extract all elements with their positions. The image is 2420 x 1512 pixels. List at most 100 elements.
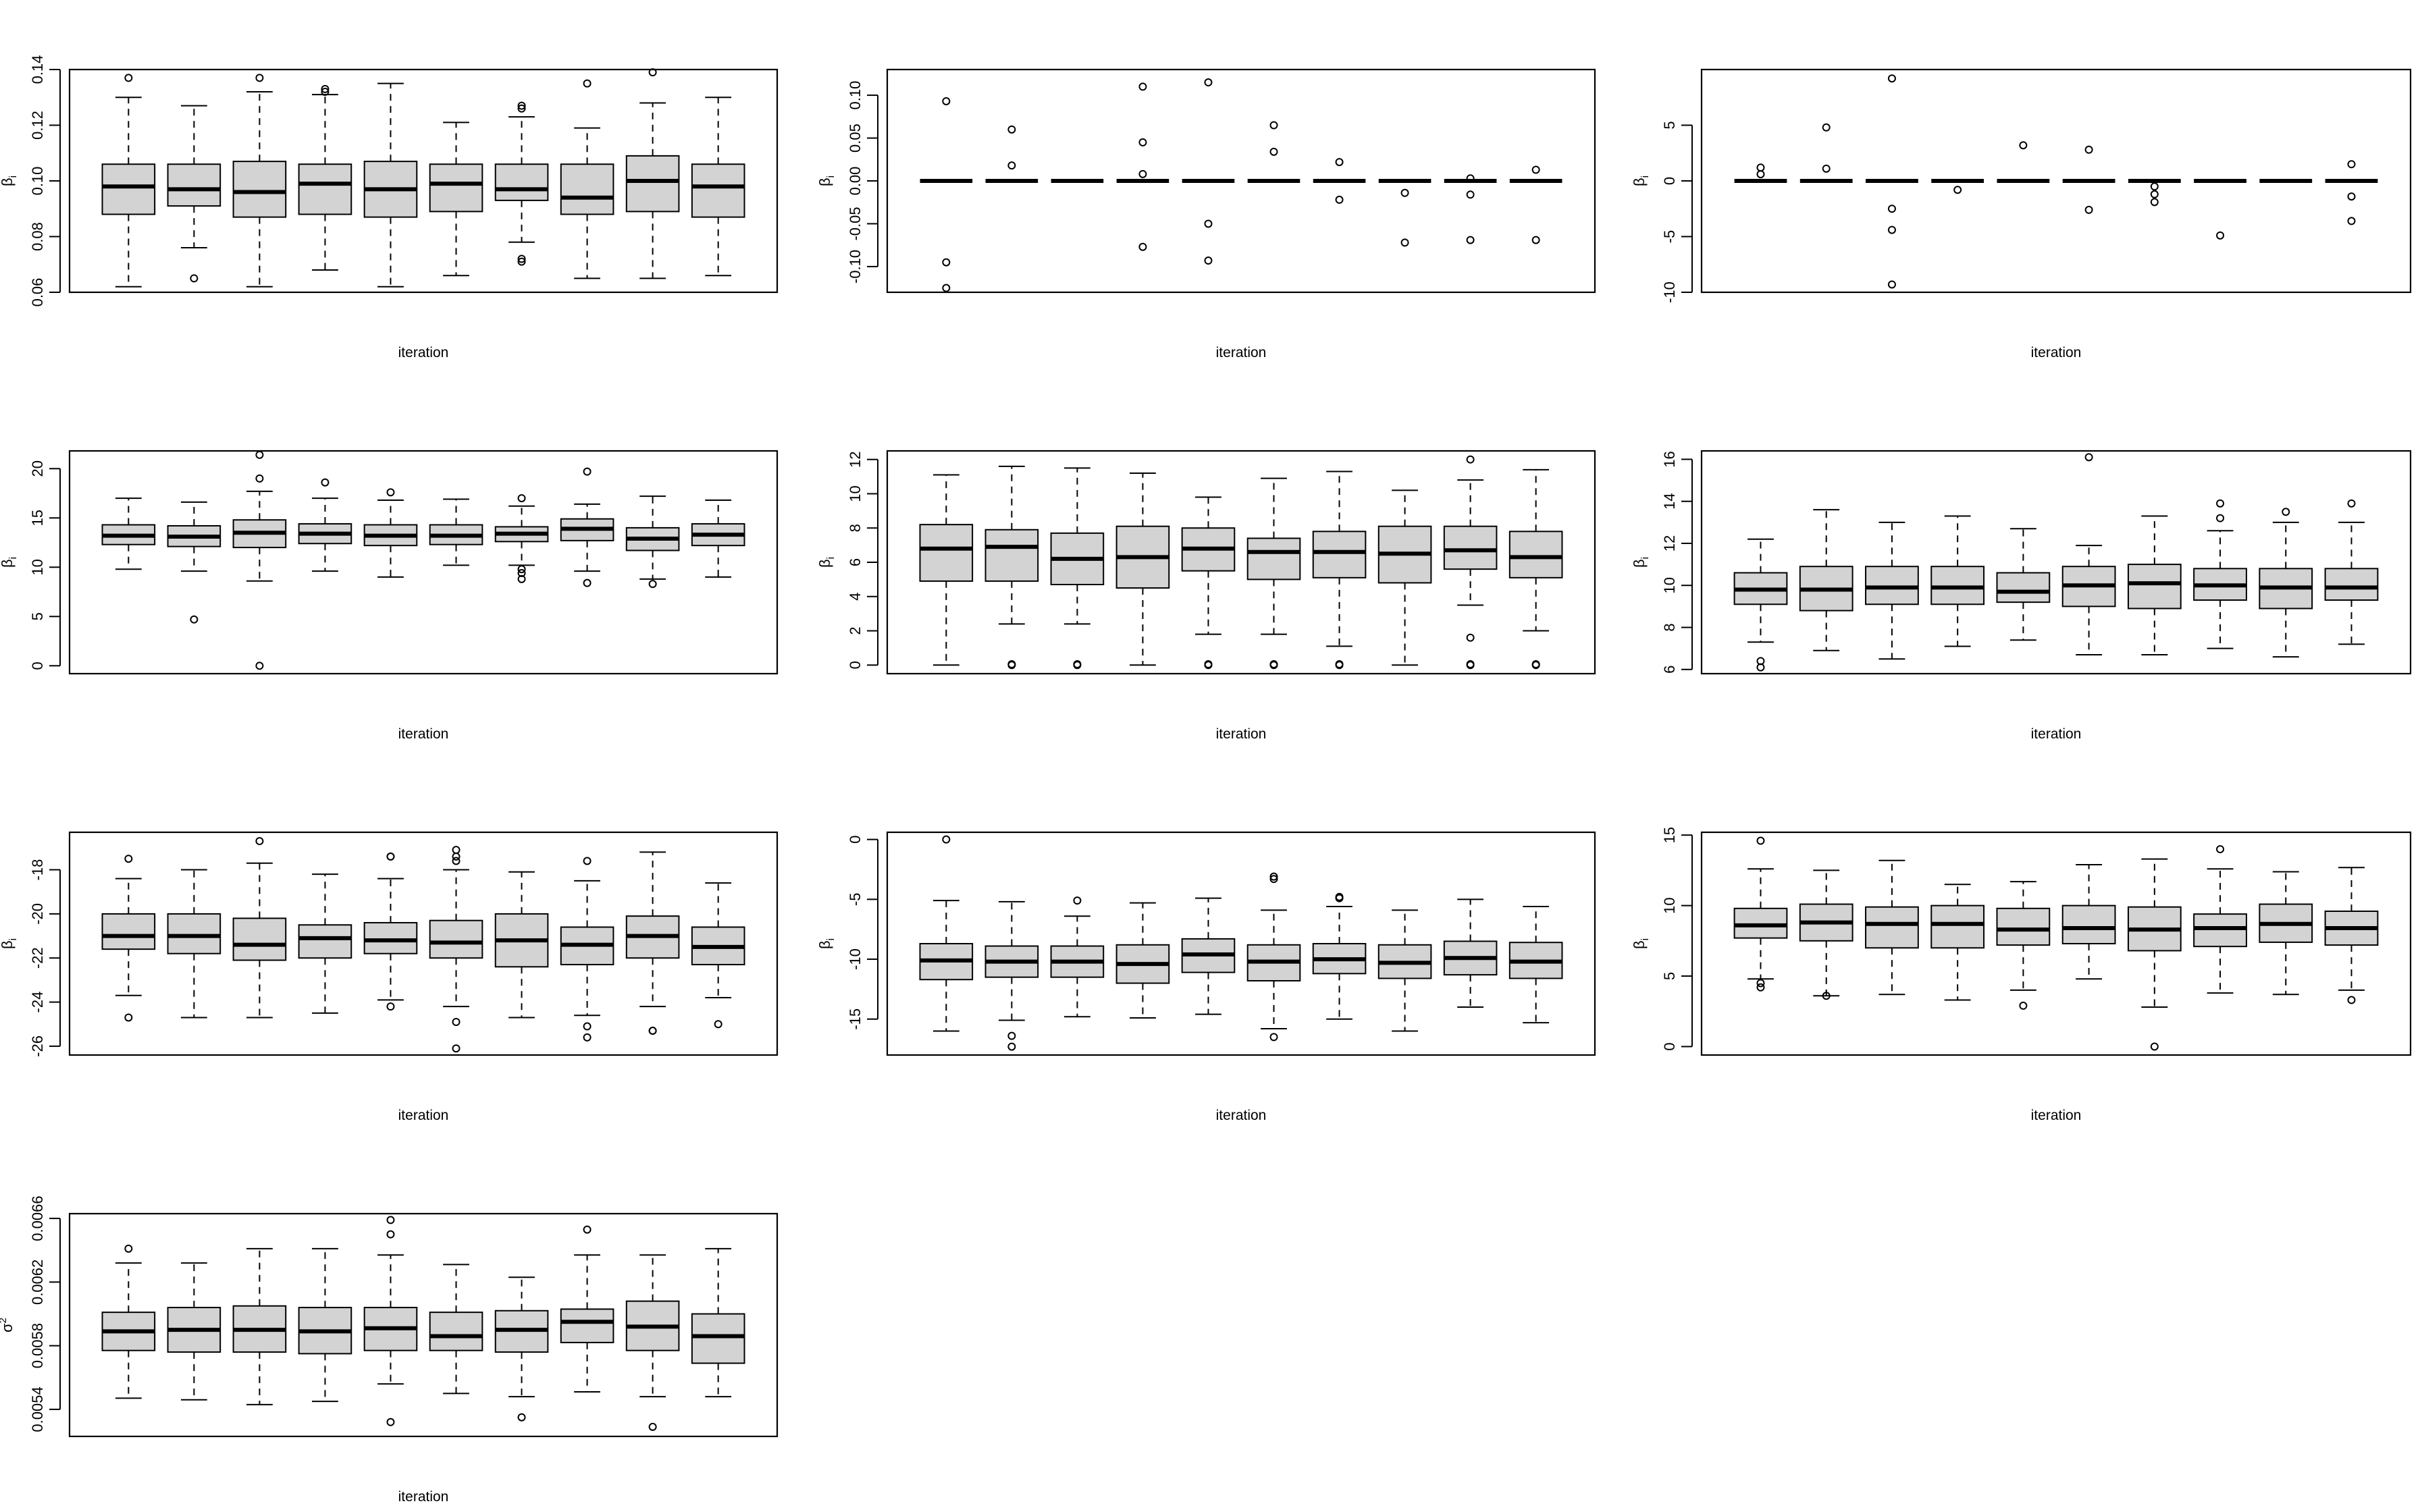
y-tick-label: -22 [29, 947, 46, 969]
box-3 [1865, 521, 1919, 660]
outlier-point [2216, 499, 2225, 508]
outlier-point [2347, 192, 2356, 201]
y-tick-label: -26 [29, 1035, 46, 1057]
box-5 [1997, 141, 2050, 183]
outlier-point [1138, 169, 1147, 178]
box-1 [919, 835, 974, 1032]
outlier-point [124, 74, 133, 82]
y-tick-label: -15 [847, 1008, 864, 1030]
box-2 [167, 105, 221, 283]
outlier-point [714, 1020, 722, 1029]
box-3 [232, 837, 287, 1019]
box-7 [2128, 179, 2181, 207]
y-tick-label: 0 [847, 836, 864, 844]
box-2 [985, 125, 1038, 183]
iqr-box [691, 163, 745, 218]
box-4 [1930, 884, 1985, 1001]
box-4 [298, 1247, 352, 1403]
outlier-point [648, 580, 657, 589]
outlier-point [1756, 663, 1765, 672]
outlier-point [1138, 138, 1147, 146]
box-9 [1443, 898, 1498, 1008]
outlier-point [942, 258, 951, 267]
box-8 [560, 857, 614, 1042]
box-3 [1866, 74, 1918, 289]
box-8 [1377, 489, 1432, 666]
outlier-point [452, 1044, 461, 1053]
box-10 [1509, 165, 1562, 244]
y-axis-label-sub: i [1639, 557, 1651, 559]
outlier-point [1400, 238, 1409, 247]
box-3 [1865, 859, 1919, 996]
box-2 [1799, 123, 1853, 183]
iqr-box [101, 163, 156, 215]
box-2 [984, 465, 1039, 670]
box-5 [1181, 897, 1236, 1015]
y-tick-label: 0.08 [29, 222, 46, 251]
outlier-point [1756, 836, 1765, 845]
box-5 [363, 488, 418, 578]
outlier-point [386, 1216, 395, 1224]
x-axis-label: iteration [2031, 726, 2082, 742]
outlier-point [942, 284, 951, 292]
y-tick-label: -5 [847, 893, 864, 907]
box-4 [298, 478, 352, 572]
plot-frame [68, 68, 779, 294]
box-2 [167, 501, 221, 624]
y-axis-label: βi [1631, 557, 1651, 568]
outlier-point [386, 1418, 395, 1426]
box-9 [2259, 871, 2313, 996]
box-4 [298, 873, 352, 1014]
y-tick-label: -18 [29, 859, 46, 881]
outlier-point [124, 855, 133, 863]
outlier-point [452, 857, 461, 865]
iqr-box [1443, 525, 1498, 570]
x-axis-label: iteration [398, 345, 449, 360]
box-5 [1182, 78, 1235, 265]
y-tick-label: 14 [1661, 493, 1678, 509]
iqr-box [429, 163, 483, 213]
y-tick-label: 0 [29, 662, 46, 670]
box-9 [1443, 455, 1498, 670]
outlier-point [1007, 161, 1016, 170]
boxplot-panel-9: 0 5 10 15 βi iteration [1631, 827, 2412, 1123]
iqr-box [494, 163, 549, 201]
y-tick-label: 4 [847, 593, 864, 601]
box-8 [2194, 179, 2246, 240]
iqr-box [429, 919, 483, 959]
outlier-point [1335, 195, 1344, 204]
box-8 [560, 467, 614, 587]
outlier-point [1073, 896, 1082, 905]
boxplot-panel-10: 0.0054 0.0058 0.0062 0.0066 σ2 iteration [0, 1195, 779, 1505]
box-1 [1733, 836, 1788, 992]
y-axis-label-sub: i [1639, 176, 1651, 178]
outlier-point [517, 101, 526, 110]
iqr-box [429, 1312, 483, 1351]
outlier-point [1466, 174, 1475, 183]
y-tick-label: -10 [1661, 281, 1678, 303]
y-tick-label: -5 [1661, 230, 1678, 244]
outlier-point [1073, 660, 1082, 669]
box-3 [1050, 467, 1105, 670]
outlier-point [1887, 205, 1896, 213]
iqr-box [560, 1308, 614, 1343]
y-tick-label: 15 [29, 510, 46, 526]
outlier-point [321, 478, 330, 487]
y-tick-label: 0 [847, 661, 864, 669]
outlier-point [2216, 231, 2225, 240]
boxplot-panel-7: -26 -24 -22 -20 -18 βi iteration [0, 831, 779, 1123]
plot-frame [68, 450, 779, 675]
outlier-point [1466, 190, 1475, 199]
iqr-box [298, 924, 352, 959]
outlier-point [1204, 219, 1213, 228]
iqr-box [1930, 905, 1985, 949]
y-tick-label: 16 [1661, 451, 1678, 467]
plot-frame [1700, 831, 2412, 1056]
outlier-point [583, 1033, 591, 1042]
y-tick-label: 20 [29, 460, 46, 477]
outlier-point [190, 615, 199, 624]
outlier-point [124, 1244, 133, 1253]
outlier-point [648, 1422, 657, 1431]
box-9 [625, 1254, 680, 1431]
outlier-point [1531, 165, 1540, 174]
